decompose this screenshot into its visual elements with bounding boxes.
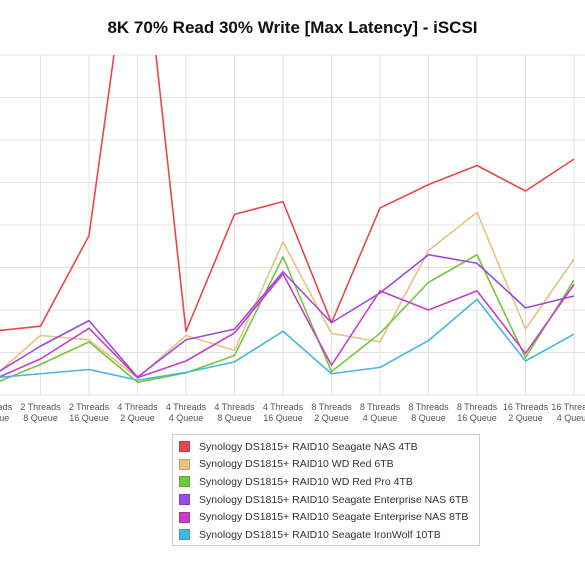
series-line-4 (0, 253, 575, 378)
chart-legend: Synology DS1815+ RAID10 Seagate NAS 4TB S… (172, 434, 480, 546)
series-line-3 (0, 253, 575, 384)
legend-item: Synology DS1815+ RAID10 WD Red 6TB (179, 456, 473, 474)
x-tick-label: 4 Threads 8 Queue (214, 402, 255, 423)
x-tick-label: 8 Threads 2 Queue (311, 402, 352, 423)
x-tick-label: 4 Threads 2 Queue (117, 402, 158, 423)
grid-lines (0, 54, 585, 396)
legend-item: Synology DS1815+ RAID10 Seagate Enterpri… (179, 491, 473, 509)
legend-item: Synology DS1815+ RAID10 Seagate Enterpri… (179, 508, 473, 526)
x-tick-label: 2 Threads 8 Queue (20, 402, 61, 423)
legend-item: Synology DS1815+ RAID10 Seagate IronWolf… (179, 526, 473, 544)
legend-swatch (179, 494, 190, 506)
x-tick-label: 8 Threads 8 Queue (408, 402, 449, 423)
legend-label: Synology DS1815+ RAID10 WD Red Pro 4TB (199, 475, 413, 488)
x-tick-label: 16 Threads 2 Queue (503, 402, 549, 423)
series-line-6 (0, 298, 575, 381)
legend-swatch (179, 441, 190, 453)
x-tick-label: 4 Threads 16 Queue (263, 402, 304, 423)
series-line-5 (0, 273, 575, 379)
series-line-2 (0, 211, 575, 379)
legend-swatch (179, 529, 190, 541)
x-tick-label: 8 Threads 4 Queue (360, 402, 401, 423)
legend-label: Synology DS1815+ RAID10 Seagate Enterpri… (199, 511, 469, 524)
series-line-1 (0, 55, 575, 333)
legend-swatch (179, 476, 190, 488)
legend-swatch (179, 458, 190, 470)
legend-swatch (179, 511, 190, 523)
chart-title: 8K 70% Read 30% Write [Max Latency] - iS… (107, 18, 478, 37)
x-tick-label: 4 Threads 4 Queue (166, 402, 207, 423)
legend-item: Synology DS1815+ RAID10 Seagate NAS 4TB (179, 438, 473, 456)
x-tick-label: 2 Threads 16 Queue (69, 402, 110, 423)
x-tick-label: 8 Threads 16 Queue (457, 402, 498, 423)
legend-item: Synology DS1815+ RAID10 WD Red Pro 4TB (179, 473, 473, 491)
legend-label: Synology DS1815+ RAID10 Seagate NAS 4TB (199, 440, 418, 453)
legend-label: Synology DS1815+ RAID10 WD Red 6TB (199, 458, 394, 471)
legend-label: Synology DS1815+ RAID10 Seagate IronWolf… (199, 528, 441, 541)
series-lines (0, 55, 575, 384)
legend-label: Synology DS1815+ RAID10 Seagate Enterpri… (199, 493, 469, 506)
